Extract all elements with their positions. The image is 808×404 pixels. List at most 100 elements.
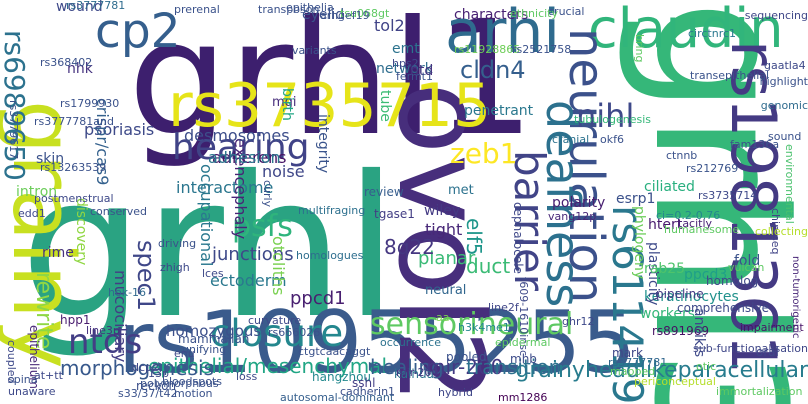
cloud-word: rs10955255 [118,293,636,393]
cloud-word: emt [392,41,420,57]
cloud-word: workers [640,306,696,322]
cloud-word: hok-16 [108,286,147,299]
cloud-word: edd1 [18,207,46,220]
cloud-word: line2f [488,301,519,314]
cloud-word: rs3777781 [66,0,126,12]
cloud-word: sensorineural [370,307,574,342]
cloud-word: rs3777781and [34,115,114,128]
cloud-word: epithelia [286,1,334,14]
cloud-word: variants [292,44,337,57]
cloud-word: grhl [20,134,399,361]
cloud-word: ntds [68,322,143,362]
cloud-word: h3k4me1 [458,321,510,334]
cloud-word: transition [466,355,562,379]
cloud-word: rs212769 [686,162,739,175]
cloud-word: psoriasis [84,120,155,139]
cloud-word: tsu068gt [340,7,390,20]
cloud-word: keratinocytes [644,289,739,305]
cloud-word: rime [42,245,74,261]
cloud-word: met [448,183,474,198]
cloud-word: hearing [172,127,310,168]
cloud-word: tacitly [678,217,713,230]
cloud-word: transepithelial [690,69,770,82]
cloud-word: wiley [424,203,461,219]
cloud-word: impairment [740,321,804,334]
cloud-word: loss [236,370,258,383]
cloud-word: healing [370,355,444,379]
cloud-word: curly [261,180,274,208]
cloud-word: bloodspots [162,375,222,388]
cloud-word: morphogenesis [60,356,214,380]
cloud-word: rs3777781 [608,356,668,369]
cloud-word: periconceptual [634,375,716,388]
cloud-word: curvature [248,314,302,327]
cloud-word: vulcan [728,261,765,274]
cloud-word: genomic [760,99,808,112]
cloud-word: cephalocele [511,202,525,274]
cloud-word: bring [633,34,646,63]
cloud-word: elf5 [462,218,486,256]
cloud-word: network [376,61,433,77]
cloud-word: rs891969 [652,324,709,338]
cloud-word: hybrid [438,386,474,399]
cloud-word: s33/37/t42 [118,387,178,400]
cloud-word: sub-functionalisation [693,342,808,355]
cloud-word: hpp1 [60,313,91,327]
cloud-word: homologues [296,249,364,262]
cloud-word: mir-200 [396,366,439,379]
cloud-word: ghr12 [562,315,595,328]
cloud-word: nihl [576,97,635,135]
cloud-word: immortalization [716,385,803,398]
cloud-word: circtnrc1 [688,27,737,40]
cloud-word: hps2 [392,57,419,70]
cloud-word: grainyheadlikeparacellular [515,358,808,383]
cloud-word: cp2 [95,4,181,59]
cloud-word: mhb [510,352,537,366]
cloud-word: fam136a [730,138,780,151]
cloud-word: characters [454,7,529,23]
cloud-word: rs3735715 [168,71,492,141]
cloud-word: mammalian [178,332,250,346]
cloud-word: occupational [197,164,216,267]
cloud-word: spina [8,373,38,386]
cloud-word: adherens [212,148,287,167]
cloud-word: okf6 [600,133,624,146]
cloud-word: polymorphous [140,377,219,390]
cloud-word: sound [768,130,802,143]
cloud-word: cadherin1 [340,385,396,398]
cloud-word: kaihua [394,367,434,381]
cloud-word: grhl1 [128,0,536,171]
cloud-word: tight [425,220,463,239]
cloud-word: collecting [754,225,808,238]
cloud-word: epidermal [495,336,551,349]
cloud-word: aa [436,311,450,324]
cloud-word: mapped [610,365,656,378]
cloud-word: adhesion [208,148,281,167]
cloud-word: mark [612,346,643,360]
cloud-word: vang12p [548,210,597,223]
cloud-word: gaatla4 [764,59,806,72]
cloud-word: spec1 [132,240,160,311]
cloud-word: claudin [588,0,784,60]
cloud-word: non-tumorigenic [790,256,801,339]
cloud-word: review [364,185,404,199]
cloud-word: interactome [176,178,274,197]
cloud-word: htert [648,217,683,233]
cloud-word: rs3779617 [7,100,20,160]
cloud-word: tube [377,90,393,122]
cloud-word: 8q22 [384,235,435,259]
cloud-word: cldn4 [460,56,526,84]
cloud-word: conserved [90,205,148,218]
cloud-word: unaware [8,385,56,398]
cloud-word: comprehensive [677,301,769,315]
cloud-word: motion [174,387,213,400]
cloud-word: arhgef19 [320,9,370,22]
cloud-word: rs2521758 [512,43,572,56]
cloud-word: discovery [73,198,89,266]
cloud-word: tubulogenesis [574,113,652,126]
cloud-word: penetrant [464,103,534,119]
cloud-word: humanesome [664,223,740,236]
cloud-word: arhi [445,0,561,67]
cloud-word: ethnicity [510,7,559,20]
